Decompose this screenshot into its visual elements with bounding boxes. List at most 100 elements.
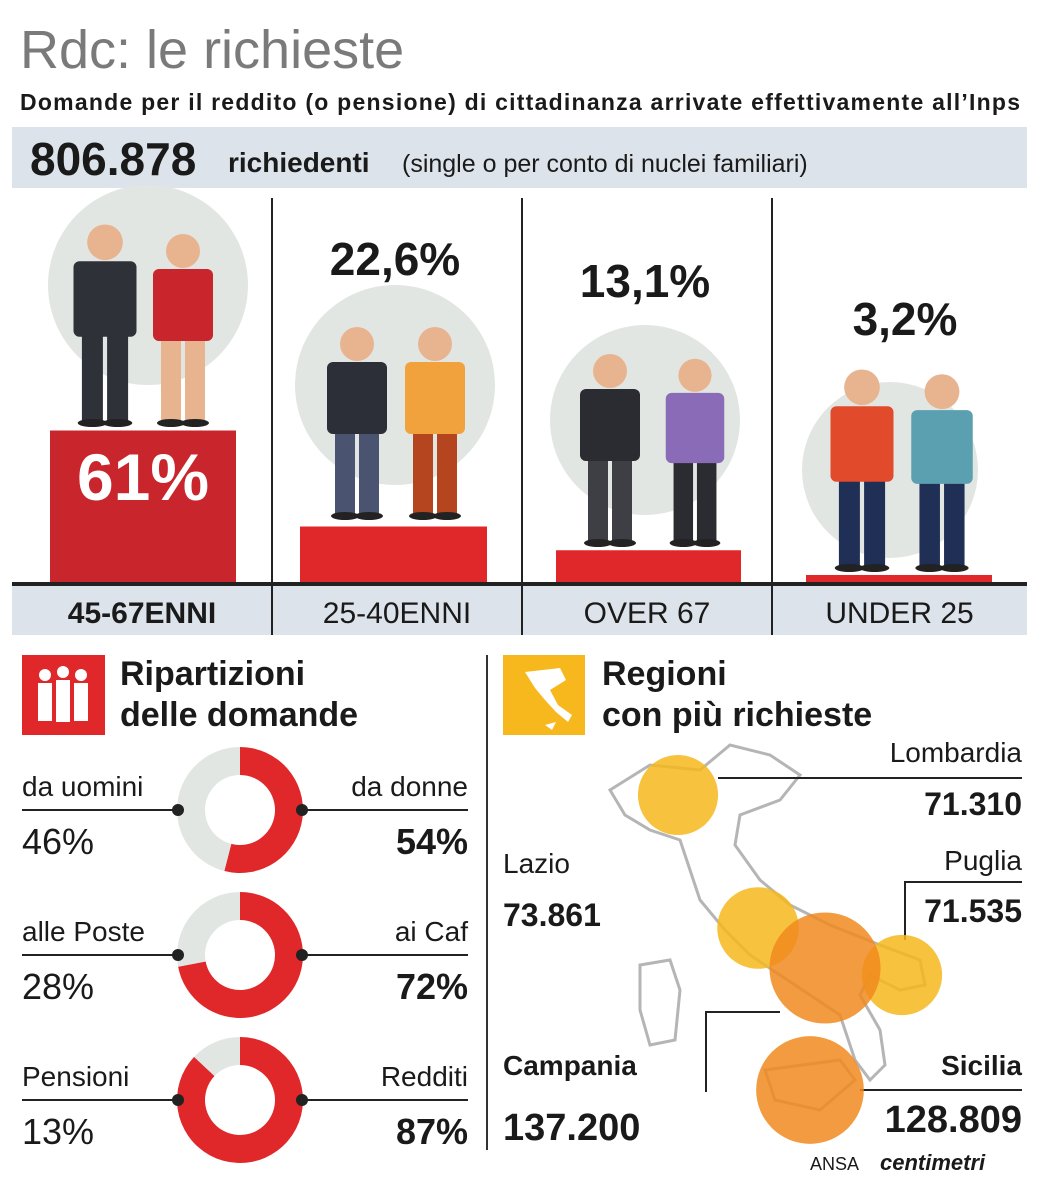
age-share: 22,6%: [330, 233, 460, 285]
total-band: [12, 127, 1027, 188]
age-label-band: [12, 586, 272, 635]
leader-dot: [172, 1094, 184, 1106]
person-torso: [830, 406, 894, 482]
people-icon-figures: [38, 666, 88, 722]
person-legs: [161, 335, 181, 421]
share-value: 28%: [22, 966, 94, 1007]
region-bubble: [769, 912, 881, 1024]
region-name: Puglia: [944, 845, 1022, 876]
regions: Lombardia 71.310 Lazio 73.861 Puglia 71.535 Ca…: [503, 737, 1022, 1149]
person-shoe: [693, 539, 721, 547]
person-torso: [327, 362, 387, 434]
donut-segment: [194, 1037, 240, 1077]
person-legs: [944, 477, 965, 566]
person-head: [844, 369, 880, 406]
age-label: 25-40ENNI: [323, 597, 471, 630]
person-head: [87, 224, 123, 261]
person-legs: [838, 475, 860, 566]
region-value: 71.310: [924, 786, 1022, 822]
person-shoe: [859, 564, 890, 572]
region-name: Sicilia: [941, 1050, 1022, 1081]
total-note: (single o per conto di nuclei familiari): [402, 150, 808, 178]
region-name: Lombardia: [890, 737, 1023, 768]
leader-line: [904, 881, 1022, 940]
age-label-band: [272, 586, 522, 635]
region-value: 137.200: [503, 1107, 640, 1149]
leader-dot: [296, 949, 308, 961]
person-shoe: [355, 512, 383, 520]
person-legs: [919, 477, 940, 566]
region-name: Lazio: [503, 848, 570, 879]
person-legs: [185, 335, 205, 421]
person-torso: [153, 269, 213, 341]
person-shoe: [181, 419, 209, 427]
age-share: 61%: [77, 440, 209, 514]
person-shoe: [584, 539, 612, 547]
age-panels: 61% 45-67ENNI 22,6% 25-40ENNI 13,1% OVER 67 3,…: [12, 185, 1027, 635]
person-torso: [405, 362, 465, 434]
share-name: alle Poste: [22, 916, 145, 947]
share-name: da uomini: [22, 771, 143, 802]
leader-line: [705, 1011, 780, 1092]
share-name: ai Caf: [395, 916, 468, 947]
title: Rdc: le richieste: [20, 20, 404, 80]
person-legs: [413, 428, 433, 514]
person-torso: [665, 392, 725, 464]
region-bubble: [861, 934, 943, 1016]
breakdown-title: Ripartizioni: [120, 655, 305, 693]
age-podium: [556, 550, 741, 583]
donut-segment: [224, 747, 303, 873]
person-torso: [580, 389, 640, 461]
italy-icon-shape: [525, 668, 572, 730]
person-head: [924, 374, 960, 410]
age-podium: [50, 430, 236, 583]
person-legs: [696, 457, 717, 542]
age-label-band: [522, 586, 772, 635]
person-head: [166, 234, 200, 268]
footer-source: ANSA: [810, 1154, 859, 1174]
person-legs: [81, 330, 103, 421]
person-shoe: [608, 539, 636, 547]
subtitle: Domande per il reddito (o pensione) di c…: [20, 89, 1020, 115]
donut-segment: [177, 892, 240, 967]
share-value: 87%: [396, 1111, 468, 1152]
person-legs: [612, 455, 632, 541]
share-name: Redditi: [381, 1061, 468, 1092]
person-shoe: [102, 419, 133, 427]
person-shoe: [409, 512, 437, 520]
donut-segment: [177, 1037, 304, 1163]
age-podium: [300, 526, 487, 583]
person-shoe: [939, 564, 969, 572]
share-name: Pensioni: [22, 1061, 129, 1092]
donuts: da uomini 46% da donne 54% alle Poste 28% ai C…: [22, 747, 468, 1163]
share-value: 72%: [396, 966, 468, 1007]
leader-dot: [296, 804, 308, 816]
region-name: Campania: [503, 1050, 637, 1081]
region-value: 73.861: [503, 897, 601, 933]
leader-dot: [172, 949, 184, 961]
age-label-band: [772, 586, 1027, 635]
donut-segment: [178, 892, 303, 1018]
person-shoe: [433, 512, 461, 520]
person-head: [678, 358, 712, 392]
person-legs: [864, 475, 886, 566]
leader-dot: [172, 804, 184, 816]
age-label: 45-67ENNI: [68, 597, 216, 630]
regions-title: Regioni: [602, 655, 727, 693]
breakdown-title: delle domande: [120, 696, 358, 734]
share-value: 46%: [22, 821, 94, 862]
region-bubble: [637, 754, 719, 836]
person-legs: [437, 428, 457, 514]
regions-title: con più richieste: [602, 696, 872, 734]
donut-segment: [176, 747, 240, 872]
person-legs: [107, 330, 129, 421]
total-label: richiedenti: [228, 147, 370, 178]
region-value: 71.535: [924, 893, 1022, 929]
region-bubble: [756, 1036, 864, 1144]
person-shoe: [157, 419, 185, 427]
share-name: da donne: [351, 771, 468, 802]
person-torso: [73, 261, 137, 337]
age-podium: [806, 575, 992, 583]
footer-brand: centimetri: [880, 1150, 986, 1175]
